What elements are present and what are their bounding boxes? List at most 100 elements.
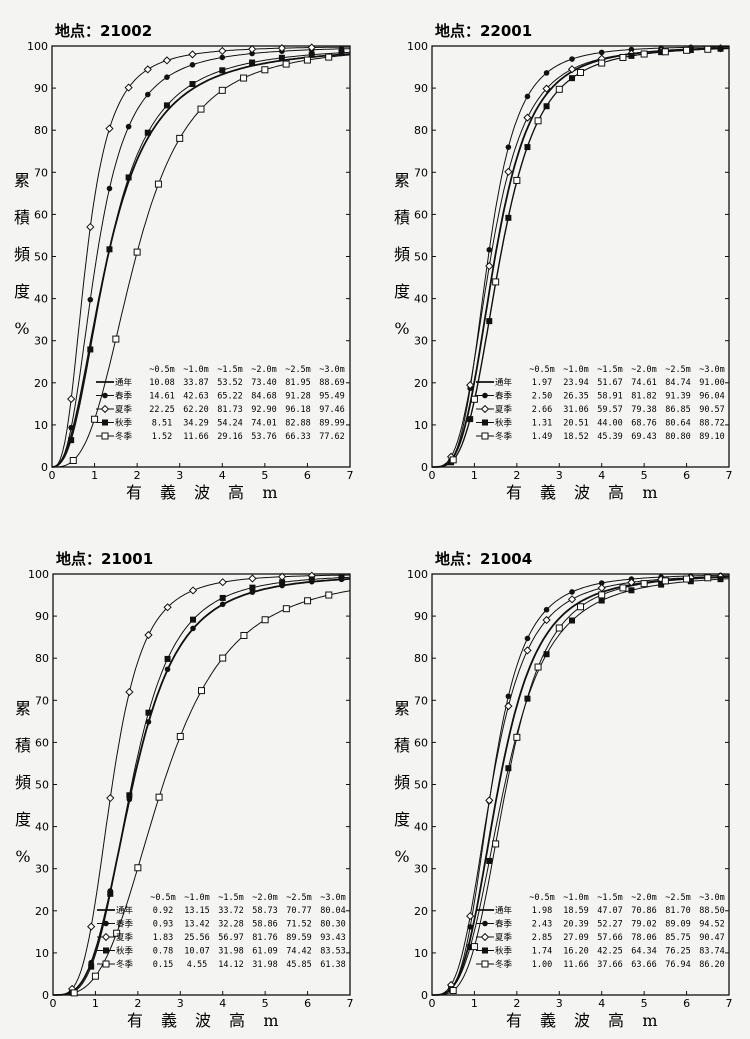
series-line-2: [432, 575, 730, 996]
legend-series-name: 夏季: [115, 404, 133, 415]
table-cell-value: 31.98: [252, 960, 278, 970]
series-marker-2: [567, 65, 577, 74]
series-marker-1: [543, 70, 550, 76]
series-marker-4: [619, 584, 627, 592]
table-cell-value: 14.61: [149, 392, 175, 402]
table-cell-value: 81.76: [252, 933, 278, 943]
series-marker-3: [279, 579, 286, 586]
table-column-header: ~1.0m: [563, 893, 589, 903]
series-marker-2: [188, 586, 198, 595]
series-marker-1: [505, 693, 512, 700]
series-marker-3: [106, 246, 113, 253]
table-column-header: ~0.5m: [149, 365, 175, 375]
y-tick-label: 60: [414, 736, 428, 749]
table-column-header: ~0.5m: [150, 893, 176, 903]
x-axis-label-char: 高: [608, 483, 624, 502]
table-cell-value: 80.04: [320, 906, 346, 916]
series-marker-2: [124, 83, 133, 92]
y-axis-label-char: 積: [394, 208, 410, 227]
series-marker-3: [338, 574, 345, 581]
y-axis-label-char: 度: [394, 282, 410, 301]
x-tick-label: 0: [429, 469, 436, 482]
table-cell-value: 23.94: [563, 378, 589, 388]
series-marker-3: [278, 54, 285, 61]
series-marker-4: [70, 989, 78, 997]
x-axis-label-char: 高: [608, 1011, 624, 1030]
y-tick-label: 20: [414, 905, 428, 918]
y-tick-label: 10: [414, 947, 428, 960]
legend-series-name: 通年: [495, 905, 513, 916]
table-cell-value: 70.77: [286, 906, 312, 916]
chart-panel-2: 地点：22001 0 10 20 30 40 50 60 70 80 90 100 0 1 2 3 4 5 6 7 累積…: [394, 22, 733, 502]
legend-series-name: 秋季: [495, 418, 513, 429]
y-axis-label-char: 積: [394, 736, 410, 755]
legend-series-name: 春季: [115, 391, 133, 402]
x-tick-label: 2: [513, 469, 520, 482]
x-tick-label: 7: [726, 997, 733, 1010]
series-marker-4: [534, 663, 542, 671]
series-marker-3: [219, 594, 226, 601]
table-cell-value: 44.00: [597, 419, 623, 429]
table-column-header: ~3.0m: [699, 365, 725, 375]
table-cell-value: 79.02: [631, 920, 657, 930]
table-cell-value: 45.39: [597, 432, 623, 442]
table-cell-value: 1.83: [153, 933, 173, 943]
series-marker-3: [717, 576, 724, 583]
series-marker-4: [577, 68, 584, 76]
series-marker-3: [505, 765, 512, 772]
series-marker-4: [325, 53, 333, 61]
table-cell-value: 11.66: [183, 432, 209, 442]
legend-series-name: 春季: [495, 919, 513, 930]
series-marker-1: [219, 601, 226, 608]
series-marker-2: [67, 394, 76, 404]
y-tick-label: 50: [34, 251, 48, 264]
table-cell-value: 1.49: [532, 432, 552, 442]
table-cell-value: 8.51: [152, 419, 172, 429]
series-marker-3: [68, 437, 75, 444]
legend-series-name: 秋季: [116, 946, 134, 957]
table-cell-value: 85.75: [665, 933, 691, 943]
table-cell-value: 71.52: [286, 920, 312, 930]
y-tick-label: 30: [35, 863, 49, 876]
series-marker-1: [543, 606, 550, 613]
table-column-header: ~1.0m: [563, 365, 589, 375]
series-marker-4: [555, 85, 563, 93]
series-marker-1: [125, 123, 132, 130]
series-marker-2: [567, 595, 577, 604]
x-tick-label: 5: [641, 469, 648, 482]
x-axis-label-char: m: [642, 1011, 657, 1030]
series-marker-1: [190, 625, 196, 632]
table-cell-value: 91.39: [665, 392, 691, 402]
series-marker-4: [240, 74, 248, 82]
series-marker-2: [144, 630, 153, 640]
y-axis-label-char: 頻: [394, 773, 410, 792]
x-axis-label-char: m: [642, 483, 657, 502]
series-marker-1: [486, 247, 493, 253]
y-axis-label-char: %: [14, 319, 29, 338]
x-axis-label-char: 有: [506, 483, 522, 502]
series-marker-4: [155, 793, 163, 801]
series-marker-4: [304, 597, 312, 605]
x-tick-label: 3: [176, 469, 183, 482]
table-cell-value: 93.43: [320, 933, 346, 943]
series-marker-3: [249, 584, 256, 591]
legend-series-name: 冬季: [495, 431, 513, 442]
legend-sample-marker: [482, 947, 488, 954]
y-tick-label: 50: [414, 251, 428, 264]
series-marker-4: [598, 591, 606, 599]
y-tick-label: 20: [35, 905, 49, 918]
y-tick-label: 100: [27, 40, 48, 53]
series-marker-3: [598, 597, 605, 604]
series-marker-3: [126, 792, 133, 799]
legend-series-name: 秋季: [115, 418, 133, 429]
y-tick-label: 100: [407, 40, 428, 53]
table-cell-value: 61.09: [252, 947, 278, 957]
table-cell-value: 34.29: [183, 419, 209, 429]
series-marker-3: [308, 51, 315, 58]
series-marker-2: [163, 603, 172, 612]
table-cell-value: 45.85: [286, 960, 312, 970]
y-tick-label: 40: [414, 821, 428, 834]
table-cell-value: 89.10: [699, 432, 725, 442]
table-cell-value: 74.61: [631, 378, 657, 388]
table-cell-value: 91.00: [699, 378, 725, 388]
